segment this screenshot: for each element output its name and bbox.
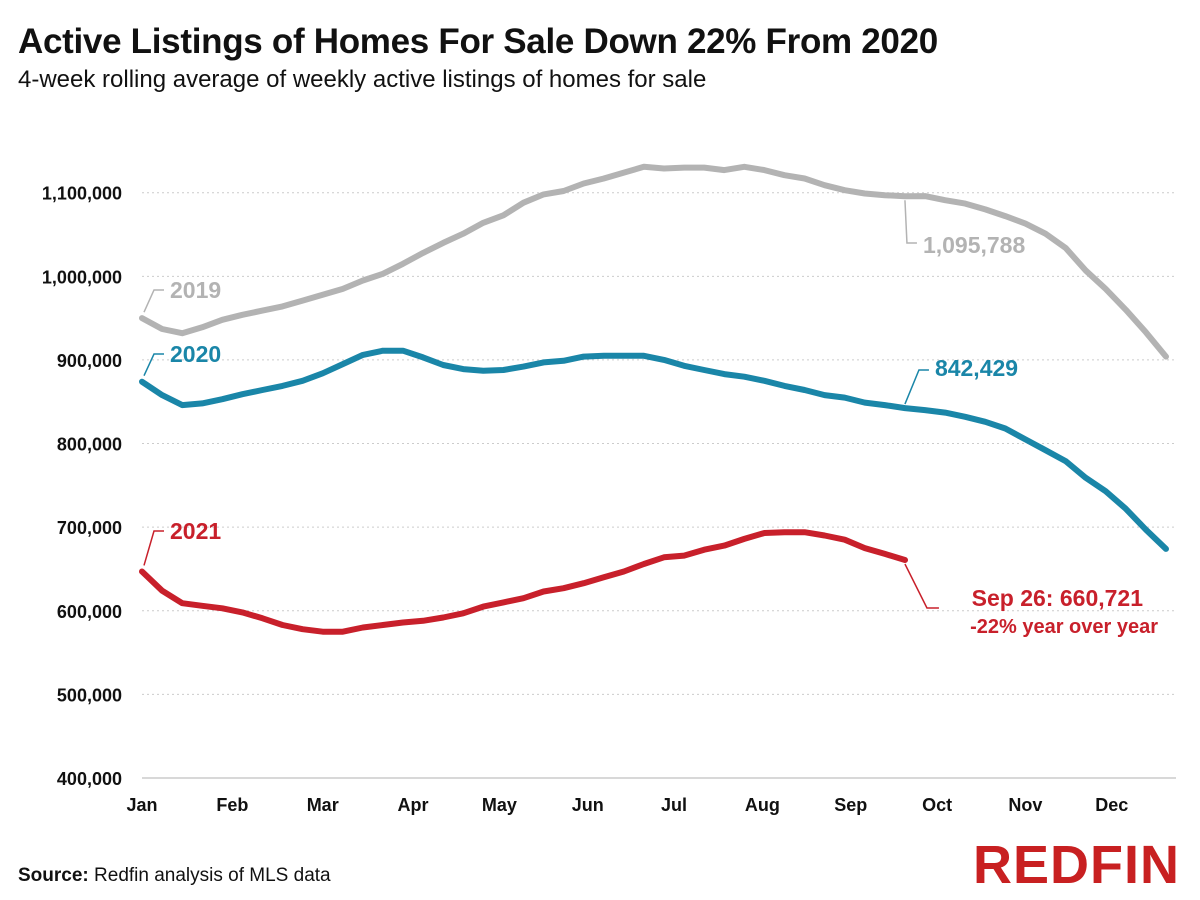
source-text: Redfin analysis of MLS data [94, 865, 331, 886]
callout-leader-2020 [904, 369, 929, 405]
y-tick-label: 900,000 [57, 351, 122, 371]
source-note: Source: Redfin analysis of MLS data [18, 865, 331, 887]
x-tick-label: Oct [922, 795, 952, 815]
chart-title: Active Listings of Homes For Sale Down 2… [18, 22, 938, 61]
series-label-2019: 2019 [170, 277, 221, 303]
y-axis: 400,000 500,000 600,000 700,000 800,000 900,0… [42, 184, 122, 789]
x-tick-label: Feb [216, 795, 248, 815]
x-tick-label: Apr [398, 795, 429, 815]
x-tick-label: Sep [834, 795, 867, 815]
redfin-logo: REDFIN [973, 835, 1180, 895]
y-tick-label: 800,000 [57, 435, 122, 455]
callout-yoy-2021: -22% year over year [970, 616, 1158, 638]
source-label: Source: [18, 865, 89, 886]
y-tick-label: 1,000,000 [42, 267, 122, 287]
callout-value-2020: 842,429 [935, 355, 1018, 381]
annotations: 2019 2020 2021 1,095,788 842,429 Sep 26: 660,… [143, 200, 1158, 638]
callout-leader-2021 [904, 563, 939, 609]
y-tick-label: 400,000 [57, 769, 122, 789]
x-tick-label: Jul [661, 795, 687, 815]
y-tick-label: 1,100,000 [42, 184, 122, 204]
label-leader-2021 [143, 530, 164, 566]
label-leader-2019 [143, 289, 164, 313]
x-tick-label: Jan [126, 795, 157, 815]
label-leader-2020 [143, 353, 164, 376]
x-tick-label: Dec [1095, 795, 1128, 815]
callout-leader-2019 [904, 200, 917, 244]
series-label-2021: 2021 [170, 518, 221, 544]
gridlines [142, 192, 1176, 779]
y-tick-label: 500,000 [57, 685, 122, 705]
x-tick-label: Aug [745, 795, 780, 815]
series-line-2021 [139, 529, 908, 635]
series-line-2020 [139, 347, 1169, 552]
x-tick-label: Nov [1008, 795, 1042, 815]
series-lines [139, 163, 1169, 635]
x-tick-label: May [482, 795, 517, 815]
x-axis: Jan Feb Mar Apr May Jun Jul Aug Sep Oct Nov Dec [126, 795, 1128, 815]
x-tick-label: Mar [307, 795, 339, 815]
callout-value-2019: 1,095,788 [923, 232, 1026, 258]
y-tick-label: 600,000 [57, 602, 122, 622]
x-tick-label: Jun [572, 795, 604, 815]
series-line-2019 [139, 163, 1169, 360]
chart-subtitle: 4-week rolling average of weekly active … [18, 66, 707, 93]
series-label-2020: 2020 [170, 341, 221, 367]
callout-value-2021: Sep 26: 660,721 [972, 585, 1144, 611]
y-tick-label: 700,000 [57, 518, 122, 538]
